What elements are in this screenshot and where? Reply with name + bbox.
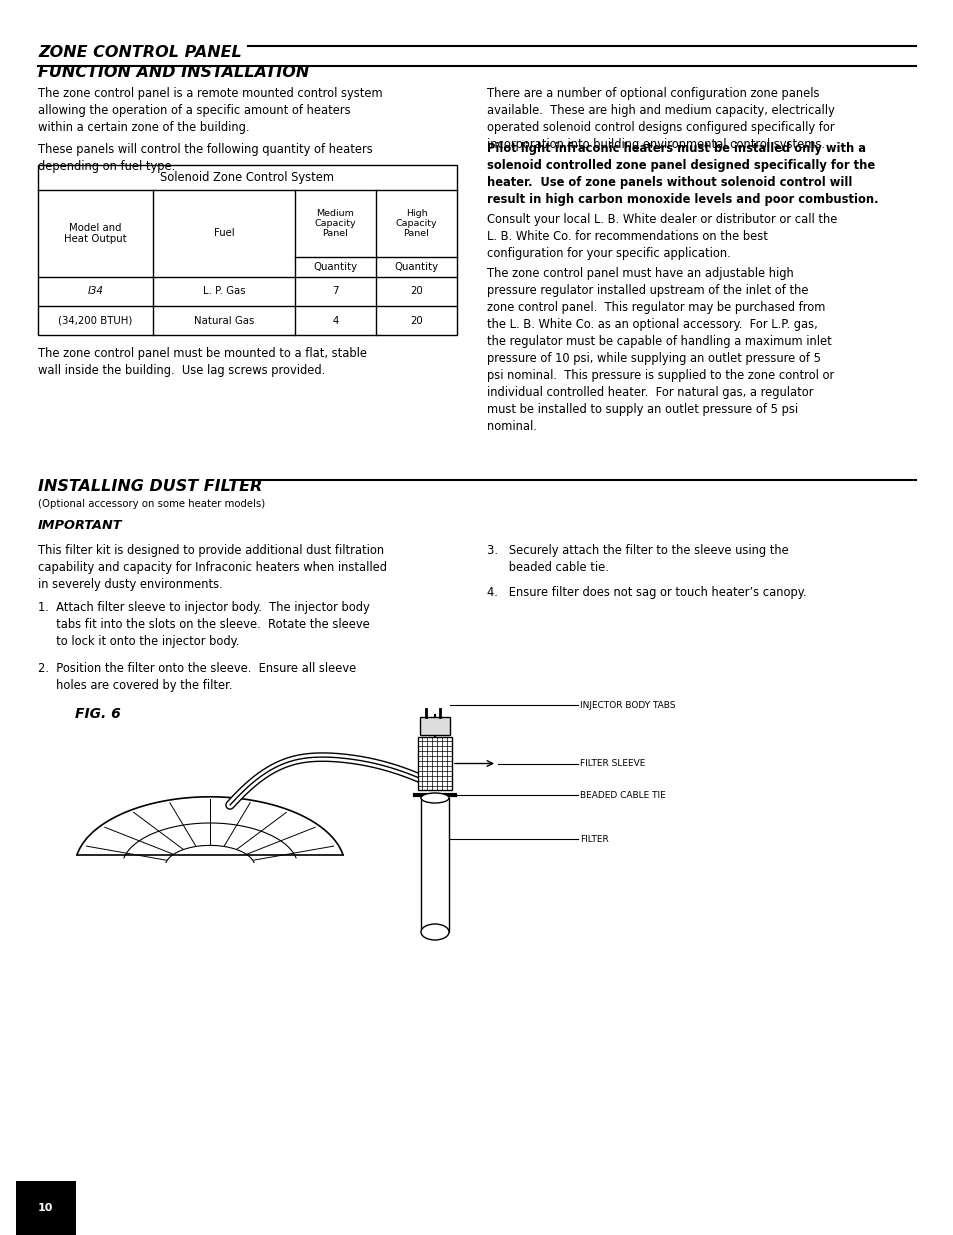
Text: (34,200 BTUH): (34,200 BTUH) [58,315,132,326]
Text: Quantity: Quantity [314,262,357,272]
Text: Quantity: Quantity [394,262,438,272]
Bar [38,165,456,335]
Text: Fuel: Fuel [213,228,234,238]
Text: FIG. 6: FIG. 6 [75,706,121,721]
Text: 4: 4 [332,315,338,326]
Text: The zone control panel is a remote mounted control system
allowing the operation: The zone control panel is a remote mount… [38,86,382,135]
Text: Natural Gas: Natural Gas [193,315,253,326]
Bar [420,798,449,932]
Text: 1.  Attach filter sleeve to injector body.  The injector body
     tabs fit into: 1. Attach filter sleeve to injector body… [38,601,370,648]
Text: Solenoid Zone Control System: Solenoid Zone Control System [160,170,335,184]
Text: Model and
Heat Output: Model and Heat Output [64,222,127,245]
Text: INSTALLING DUST FILTER: INSTALLING DUST FILTER [38,479,262,494]
Text: FUNCTION AND INSTALLATION: FUNCTION AND INSTALLATION [38,65,309,80]
Text: The zone control panel must be mounted to a flat, stable
wall inside the buildin: The zone control panel must be mounted t… [38,347,367,377]
Text: Medium
Capacity
Panel: Medium Capacity Panel [314,209,355,238]
Text: 4.   Ensure filter does not sag or touch heater’s canopy.: 4. Ensure filter does not sag or touch h… [486,585,805,599]
Text: The zone control panel must have an adjustable high
pressure regulator installed: The zone control panel must have an adju… [486,267,833,433]
Text: This filter kit is designed to provide additional dust filtration
capability and: This filter kit is designed to provide a… [38,543,387,592]
Text: (Optional accessory on some heater models): (Optional accessory on some heater model… [38,499,265,509]
Text: 20: 20 [410,287,422,296]
Text: 3.   Securely attach the filter to the sleeve using the
      beaded cable tie.: 3. Securely attach the filter to the sle… [486,543,788,574]
Text: I34: I34 [88,287,103,296]
Text: 20: 20 [410,315,422,326]
Text: FILTER: FILTER [579,835,608,844]
Text: 7: 7 [332,287,338,296]
Text: FILTER SLEEVE: FILTER SLEEVE [579,760,644,768]
Text: 10: 10 [38,1203,53,1213]
Text: 2.  Position the filter onto the sleeve.  Ensure all sleeve
     holes are cover: 2. Position the filter onto the sleeve. … [38,662,355,692]
Text: Pilot light infraconic heaters must be installed only with a
solenoid controlled: Pilot light infraconic heaters must be i… [486,142,878,206]
Bar [417,737,452,790]
Text: BEADED CABLE TIE: BEADED CABLE TIE [579,790,665,799]
Ellipse shape [420,793,449,803]
Text: ZONE CONTROL PANEL: ZONE CONTROL PANEL [38,44,241,61]
Ellipse shape [420,924,449,940]
Text: INJECTOR BODY TABS: INJECTOR BODY TABS [579,700,675,709]
Text: L. P. Gas: L. P. Gas [202,287,245,296]
Text: Consult your local L. B. White dealer or distributor or call the
L. B. White Co.: Consult your local L. B. White dealer or… [486,212,837,261]
Text: IMPORTANT: IMPORTANT [38,519,122,532]
Bar [419,718,450,735]
Text: These panels will control the following quantity of heaters
depending on fuel ty: These panels will control the following … [38,143,373,173]
Text: High
Capacity
Panel: High Capacity Panel [395,209,436,238]
Text: There are a number of optional configuration zone panels
available.  These are h: There are a number of optional configura… [486,86,834,151]
